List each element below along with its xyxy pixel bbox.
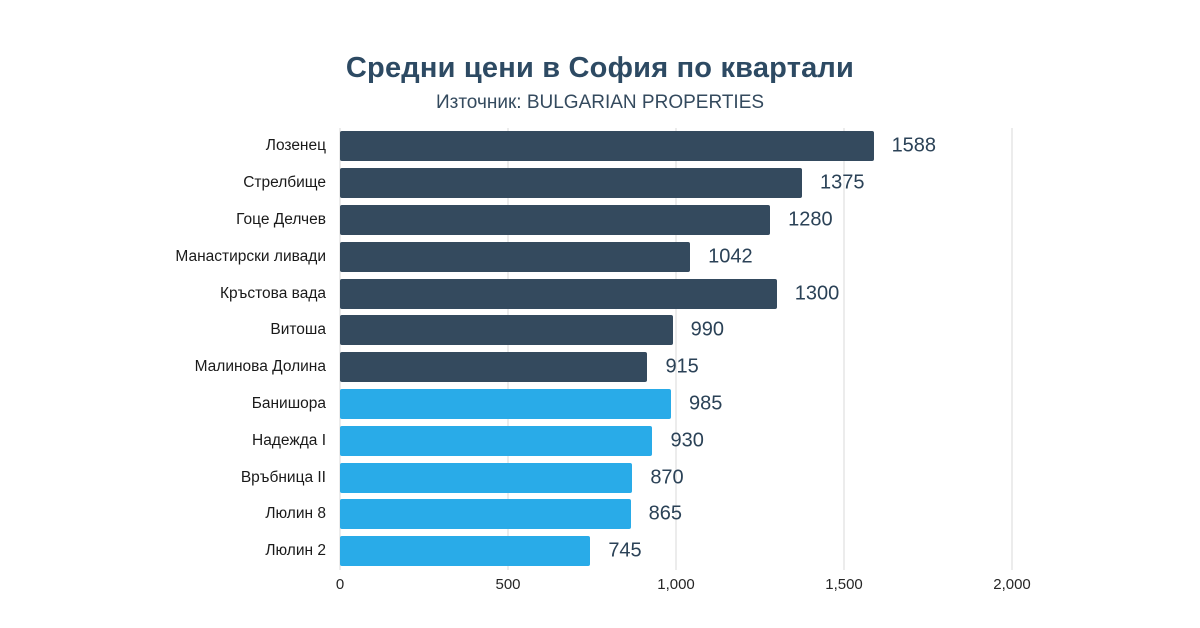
bar-value: 1280 bbox=[788, 208, 833, 231]
bar-track: 870 bbox=[340, 462, 1012, 493]
bar bbox=[340, 204, 771, 235]
bar-label: Банишора bbox=[251, 394, 326, 412]
x-axis-tick: 500 bbox=[495, 575, 521, 593]
chart-title: Средни цени в София по квартали bbox=[345, 52, 855, 84]
gridline bbox=[507, 128, 509, 570]
bar-label: Стрелбище bbox=[243, 174, 326, 192]
gridline bbox=[1011, 128, 1013, 570]
bar bbox=[340, 499, 631, 530]
chart-header: Средни цени в София по квартали Източник… bbox=[0, 0, 1200, 114]
bar-value: 1588 bbox=[891, 134, 937, 157]
bar-label: Люлин 8 bbox=[265, 505, 326, 523]
gridline bbox=[675, 128, 677, 570]
bar-row: Манастирски ливади 1042 bbox=[0, 238, 1200, 275]
bar-rows: Лозенец 1588 Стрелбище 1375 Гоце Делчев 1280 М… bbox=[0, 128, 1200, 570]
gridlines bbox=[339, 128, 1013, 570]
x-axis-tick: 1,000 bbox=[657, 575, 695, 593]
bar-value: 1300 bbox=[794, 282, 840, 305]
bar-row: Стрелбище 1375 bbox=[0, 165, 1200, 202]
bar-label: Кръстова вада bbox=[220, 284, 326, 302]
bar-label: Гоце Делчев bbox=[236, 210, 326, 228]
bar-track: 1280 bbox=[340, 204, 1012, 235]
bar-label: Витоша bbox=[270, 321, 326, 339]
x-axis-tick: 0 bbox=[335, 575, 345, 593]
bar-track: 1042 bbox=[340, 241, 1012, 272]
bar-label: Люлин 2 bbox=[265, 542, 326, 560]
bar bbox=[340, 352, 648, 383]
bar-row: Люлин 2 745 bbox=[0, 533, 1200, 570]
gridline bbox=[339, 128, 341, 570]
bar-row: Лозенец 1588 bbox=[0, 128, 1200, 165]
bar-track: 1300 bbox=[340, 278, 1012, 309]
bar-track: 745 bbox=[340, 536, 1012, 567]
bar-label: Лозенец bbox=[265, 137, 326, 155]
bar-value: 865 bbox=[648, 502, 682, 525]
bar-value: 870 bbox=[650, 466, 684, 489]
x-axis-tick: 2,000 bbox=[993, 575, 1031, 593]
bar-label: Манастирски ливади bbox=[175, 247, 326, 265]
bar-row: Надежда I 930 bbox=[0, 422, 1200, 459]
bar bbox=[340, 462, 633, 493]
gridline bbox=[843, 128, 845, 570]
bar bbox=[340, 315, 673, 346]
bar-row: Малинова Долина 915 bbox=[0, 349, 1200, 386]
bar-track: 1588 bbox=[340, 131, 1012, 162]
bar bbox=[340, 278, 777, 309]
bar-row: Кръстова вада 1300 bbox=[0, 275, 1200, 312]
bar bbox=[340, 131, 874, 162]
bar-row: Витоша 990 bbox=[0, 312, 1200, 349]
bar bbox=[340, 425, 653, 456]
bar-row: Връбница II 870 bbox=[0, 459, 1200, 496]
bar bbox=[340, 536, 591, 567]
bar bbox=[340, 388, 671, 419]
bar bbox=[340, 241, 691, 272]
bar-value: 1375 bbox=[820, 171, 865, 194]
bar-track: 985 bbox=[340, 388, 1012, 419]
bar-track: 865 bbox=[340, 499, 1012, 530]
chart-area: Лозенец 1588 Стрелбище 1375 Гоце Делчев 1280 М… bbox=[0, 128, 1200, 598]
bar-track: 930 bbox=[340, 425, 1012, 456]
bar-row: Люлин 8 865 bbox=[0, 496, 1200, 533]
bar-value: 985 bbox=[688, 392, 723, 415]
x-axis-tick: 1,500 bbox=[825, 575, 863, 593]
bar bbox=[340, 168, 802, 199]
bar-label: Малинова Долина bbox=[194, 358, 326, 376]
bar-value: 990 bbox=[690, 318, 724, 341]
bar-track: 915 bbox=[340, 352, 1012, 383]
bar-row: Гоце Делчев 1280 bbox=[0, 202, 1200, 239]
bar-track: 990 bbox=[340, 315, 1012, 346]
chart-subtitle: Източник: BULGARIAN PROPERTIES bbox=[435, 92, 765, 113]
bar-value: 915 bbox=[665, 355, 699, 378]
bar-track: 1375 bbox=[340, 168, 1012, 199]
x-axis: 0 500 1,000 1,500 2,000 bbox=[336, 574, 1031, 600]
bar-value: 1042 bbox=[708, 245, 753, 268]
bar-label: Връбница II bbox=[240, 468, 326, 486]
bar-value: 930 bbox=[670, 429, 704, 452]
bar-row: Банишора 985 bbox=[0, 386, 1200, 423]
bar-value: 745 bbox=[608, 539, 642, 562]
bar-label: Надежда I bbox=[252, 431, 326, 449]
